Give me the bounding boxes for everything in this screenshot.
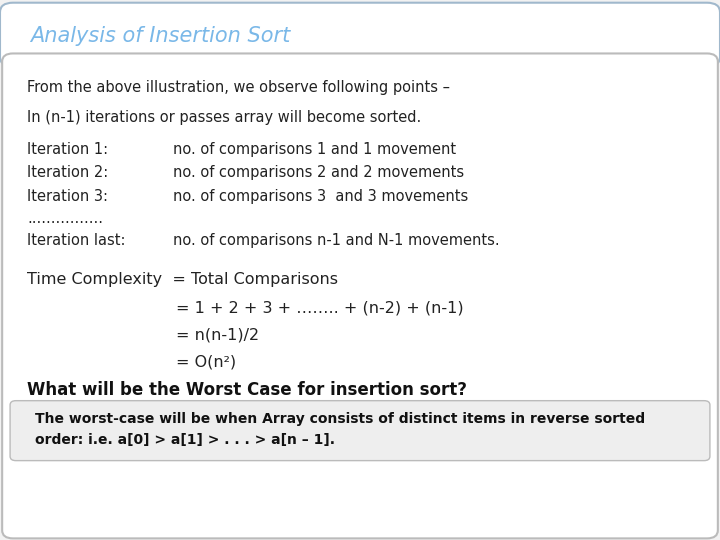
Text: Iteration 1:: Iteration 1: — [27, 141, 109, 157]
FancyBboxPatch shape — [10, 401, 710, 461]
Text: = n(n-1)/2: = n(n-1)/2 — [176, 327, 259, 342]
Text: ................: ................ — [27, 211, 104, 226]
Text: From the above illustration, we observe following points –: From the above illustration, we observe … — [27, 80, 451, 95]
Text: Iteration 3:: Iteration 3: — [27, 189, 108, 204]
Text: order: i.e. a[0] > a[1] > . . . > a[n – 1].: order: i.e. a[0] > a[1] > . . . > a[n – … — [35, 433, 335, 447]
Text: In (n-1) iterations or passes array will become sorted.: In (n-1) iterations or passes array will… — [27, 110, 422, 125]
Text: no. of comparisons 2 and 2 movements: no. of comparisons 2 and 2 movements — [173, 165, 464, 180]
Text: Time Complexity  = Total Comparisons: Time Complexity = Total Comparisons — [27, 272, 338, 287]
Text: What will be the Worst Case for insertion sort?: What will be the Worst Case for insertio… — [27, 381, 467, 399]
Text: no. of comparisons 1 and 1 movement: no. of comparisons 1 and 1 movement — [173, 141, 456, 157]
Text: = O(n²): = O(n²) — [176, 354, 237, 369]
Text: The worst-case will be when Array consists of distinct items in reverse sorted: The worst-case will be when Array consis… — [35, 411, 644, 426]
Text: no. of comparisons 3  and 3 movements: no. of comparisons 3 and 3 movements — [173, 189, 468, 204]
Text: Analysis of Insertion Sort: Analysis of Insertion Sort — [30, 26, 290, 46]
Text: no. of comparisons n-1 and N-1 movements.: no. of comparisons n-1 and N-1 movements… — [173, 233, 500, 248]
Text: = 1 + 2 + 3 + …….. + (n-2) + (n-1): = 1 + 2 + 3 + …….. + (n-2) + (n-1) — [176, 300, 464, 315]
FancyBboxPatch shape — [2, 53, 718, 538]
Text: Iteration 2:: Iteration 2: — [27, 165, 109, 180]
Text: Iteration last:: Iteration last: — [27, 233, 126, 248]
FancyBboxPatch shape — [0, 3, 720, 66]
